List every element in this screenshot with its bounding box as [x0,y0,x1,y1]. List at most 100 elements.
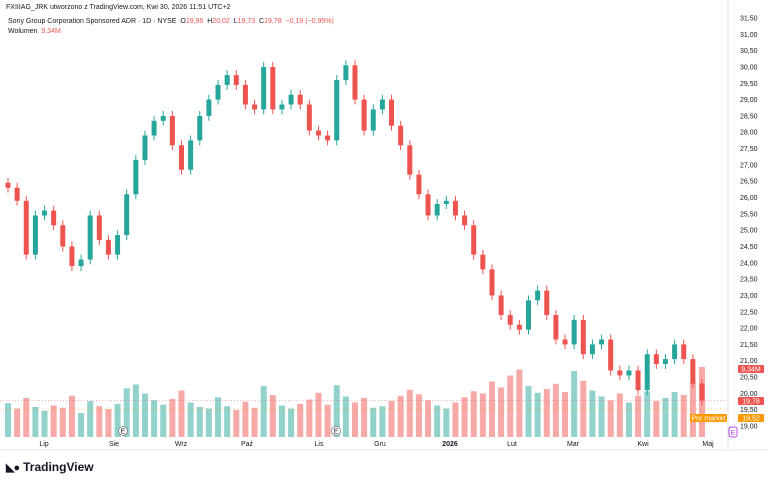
volume-bar [114,404,121,437]
candle-body [672,344,678,360]
volume-bar [397,395,404,437]
candle-body [115,235,121,255]
candle-body [407,145,413,175]
candle-body [443,200,449,205]
volume-bar [507,375,514,437]
candle-body [416,174,422,195]
chart-attribution: FXIIIAG_JRK utworzono z TradingView.com,… [6,4,231,11]
candle-body [516,324,522,330]
candle-body [87,215,93,260]
volume-bar [288,408,295,437]
candle-body [617,370,623,376]
price-axis-label: 26,50 [740,179,758,186]
candle-body [197,115,203,141]
volume-bar [653,401,660,437]
candle-body [188,140,194,170]
candle-body [690,359,696,384]
volume-bar [132,384,139,437]
candle-body [69,246,75,267]
volume-bar [370,407,377,437]
close-value: 19,78 [264,18,282,25]
candle-body [242,84,248,105]
candle-body [60,225,66,247]
candle-body [124,194,130,236]
tradingview-logo-icon: ◣● [6,461,20,474]
price-axis-label: 21,00 [740,358,758,365]
candle-body [480,254,486,270]
volume-bar [607,400,614,437]
time-axis-label: Sie [109,441,119,448]
volume-bar [123,388,130,437]
volume-bar [169,398,176,437]
volume-bar [525,386,532,437]
candle-body [5,182,11,188]
earnings-label: E [334,429,339,436]
volume-bar [14,408,21,437]
price-axis-label: 31,50 [740,16,758,23]
candle-body [179,145,184,170]
candle-body [589,344,595,355]
candle-body [14,187,20,201]
volume-bar [616,393,623,437]
volume-bar [151,400,158,437]
candle-body [580,319,586,355]
candle-body [252,104,258,110]
candle-body [270,66,276,110]
candle-body [608,339,614,371]
symbol-legend: Sony Group Corporation Sponsored ADR · 1… [8,17,334,37]
candle-body [379,99,385,110]
high-value: 20,02 [212,18,230,25]
volume-bar [434,405,441,437]
price-axis-label: 29,00 [740,97,758,104]
symbol-title[interactable]: Sony Group Corporation Sponsored ADR · 1… [8,18,177,25]
change-value: −0,19 (−0,95%) [285,18,334,25]
volume-bar [324,404,331,437]
volume-label[interactable]: Wolumen [8,28,38,35]
volume-bar [78,413,85,437]
candle-body [78,259,84,267]
volume-bar [589,390,596,437]
volume-bar [342,396,349,437]
time-axis-label: Lis [315,441,324,448]
volume-bar [233,410,240,437]
volume-bar [443,408,450,437]
price-axis-label: 27,00 [740,162,758,169]
time-axis-label: Paź [241,441,254,448]
volume-bar [662,398,669,437]
candle-body [352,65,358,100]
candle-body [23,200,29,255]
candle-body [425,194,431,216]
upcoming-earnings-label: E [731,430,736,437]
volume-bar [461,397,468,437]
candle-body [105,239,111,255]
candle-body [699,383,705,401]
price-axis-label: 27,50 [740,146,758,153]
time-axis-label: Lut [507,441,517,448]
candle-body [398,125,404,146]
volume-bar [242,401,249,437]
candle-body [306,104,312,131]
volume-bar [68,395,75,437]
price-axis-label: 20,00 [740,391,758,398]
price-axis-label: 19,50 [740,407,758,414]
volume-bar [215,397,222,437]
tradingview-logo[interactable]: ◣● TradingView [6,460,94,474]
premarket-price-badge-bg [738,414,764,422]
price-axis-label: 30,00 [740,64,758,71]
volume-bar [580,380,587,437]
candle-body [42,210,48,216]
close-label: C [259,18,265,25]
candles [5,60,705,406]
volume-badge-bg [738,365,764,373]
volume-bar [50,405,57,437]
volume-bar [59,407,66,437]
candle-body [599,339,605,345]
price-axis-label: 23,50 [740,277,758,284]
time-axis-label: Gru [374,441,386,448]
candle-body [261,66,267,110]
volume-bar [269,395,276,437]
price-axis-label: 24,00 [740,260,758,267]
volume-bar [498,387,505,437]
volume-bar [5,403,11,437]
